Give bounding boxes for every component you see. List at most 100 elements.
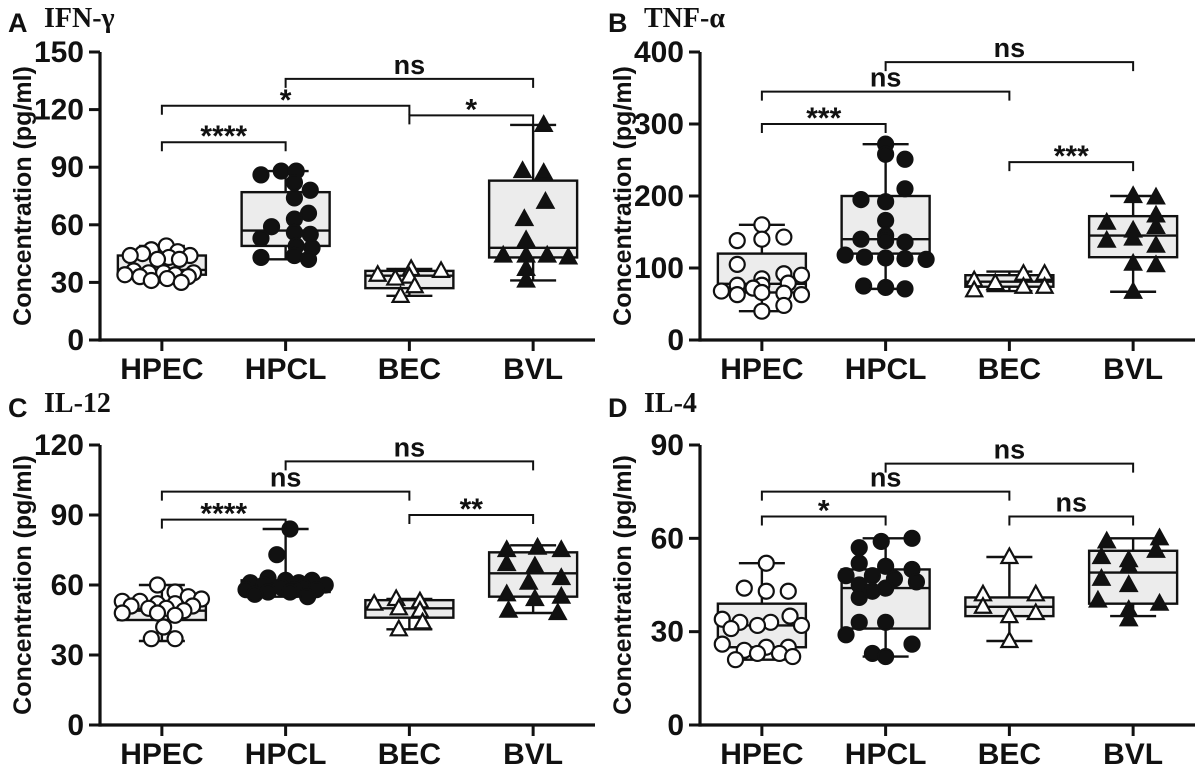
panel-letter: B — [608, 8, 628, 38]
data-point-triangle-filled — [527, 536, 548, 555]
boxplot-group-bec — [364, 258, 455, 303]
data-point-circle-filled — [852, 230, 870, 248]
boxplot-group-hpec — [712, 216, 811, 320]
category-label: HPCL — [245, 353, 327, 385]
data-point-triangle-filled — [535, 190, 556, 209]
data-point-triangle-filled — [1096, 229, 1117, 248]
data-point-triangle-open — [999, 605, 1020, 624]
y-tick-label: 30 — [51, 266, 84, 299]
category-label: HPEC — [120, 353, 203, 385]
y-tick-label: 90 — [51, 151, 84, 184]
data-point-circle-filled — [285, 173, 304, 192]
category-label: BVL — [1103, 353, 1163, 385]
data-point-circle-filled — [877, 211, 895, 230]
y-tick-label: 120 — [34, 429, 84, 462]
data-point-triangle-open — [390, 285, 411, 303]
data-point-circle-open — [753, 216, 771, 234]
data-point-triangle-filled — [1123, 227, 1143, 246]
data-point-triangle-open — [431, 260, 451, 278]
significance-bracket: ** — [408, 493, 535, 526]
bracket-line — [284, 460, 535, 471]
y-tick-label: 60 — [651, 522, 684, 555]
data-point-circle-filled — [877, 232, 895, 250]
significance-label: *** — [806, 102, 841, 135]
data-point-triangle-open — [985, 272, 1006, 291]
data-point-triangle-filled — [551, 585, 572, 604]
data-point-circle-filled — [262, 218, 281, 236]
bracket-line — [760, 490, 1011, 501]
data-point-circle-open — [753, 283, 771, 302]
significance-bracket: ns — [284, 432, 535, 471]
data-point-triangle-filled — [1146, 234, 1166, 253]
data-point-triangle-open — [999, 630, 1020, 649]
data-point-circle-open — [728, 286, 746, 304]
data-point-circle-filled — [246, 585, 264, 603]
y-ticks: 0 30 60 90 120 150 — [34, 36, 100, 357]
data-point-triangle-open — [1034, 275, 1055, 294]
category-label: BEC — [978, 353, 1041, 385]
data-point-circle-filled — [836, 246, 854, 264]
data-point-triangle-filled — [547, 602, 568, 621]
y-tick-label: 0 — [67, 709, 84, 742]
data-point-circle-filled — [855, 277, 873, 295]
data-point-circle-filled — [872, 532, 890, 551]
data-point-triangle-filled — [525, 588, 545, 607]
significance-bracket: * — [160, 84, 411, 117]
data-point-circle-filled — [855, 248, 874, 266]
category-label: BEC — [378, 738, 441, 769]
bracket-line — [160, 141, 287, 152]
bracket-line — [408, 114, 535, 125]
data-point-triangle-filled — [1096, 211, 1117, 230]
data-point-circle-open — [172, 273, 190, 291]
data-point-triangle-filled — [518, 571, 539, 590]
data-point-circle-filled — [877, 145, 895, 163]
data-point-circle-open — [748, 616, 767, 635]
data-point-circle-filled — [863, 567, 882, 585]
data-point-circle-filled — [877, 613, 895, 631]
data-point-triangle-filled — [1118, 555, 1139, 574]
category-label: HPEC — [120, 738, 203, 769]
data-point-circle-filled — [907, 573, 926, 591]
data-point-triangle-filled — [1123, 280, 1143, 299]
y-tick-label: 200 — [634, 180, 684, 213]
boxplot-group-bec — [364, 588, 455, 637]
panel-title: IL-12 — [44, 388, 111, 419]
boxplot-group-bvl — [487, 114, 579, 288]
data-point-circle-open — [142, 630, 160, 648]
significance-bracket: ns — [884, 33, 1135, 72]
bracket-line — [884, 61, 1135, 72]
data-point-circle-filled — [903, 529, 921, 547]
data-point-triangle-filled — [551, 567, 572, 586]
data-point-triangle-open — [364, 592, 385, 611]
data-point-circle-open — [784, 647, 802, 666]
data-point-circle-filled — [252, 229, 270, 247]
panel-ifn-gamma: A IFN-γ 0 30 60 90 120 150 Concentration (pg/m… — [0, 0, 600, 385]
box — [487, 179, 579, 259]
significance-label: ns — [394, 50, 426, 80]
data-point-triangle-open — [388, 597, 409, 616]
data-point-circle-open — [722, 619, 740, 638]
data-point-triangle-filled — [1149, 592, 1170, 611]
y-tick-label: 120 — [34, 94, 84, 127]
y-axis-title: Concentration (pg/ml) — [609, 455, 637, 715]
panel-letter: C — [8, 393, 28, 423]
data-point-circle-open — [713, 635, 731, 653]
data-point-triangle-filled — [1096, 530, 1117, 549]
bracket-line — [284, 77, 535, 88]
data-point-circle-filled — [877, 647, 895, 666]
data-point-circle-open — [792, 286, 811, 304]
data-point-circle-open — [121, 246, 139, 265]
data-point-circle-open — [748, 644, 767, 663]
data-point-circle-filled — [877, 249, 895, 267]
y-tick-label: 60 — [51, 209, 84, 242]
boxplot-group-hpcl — [237, 520, 334, 606]
data-point-triangle-open — [412, 611, 433, 630]
data-point-circle-open — [142, 271, 160, 290]
axes — [98, 52, 595, 342]
data-point-triangle-filled — [1149, 527, 1170, 546]
panel-letter: A — [8, 8, 28, 38]
category-label: BVL — [1103, 738, 1163, 769]
data-point-circle-filled — [917, 250, 935, 268]
